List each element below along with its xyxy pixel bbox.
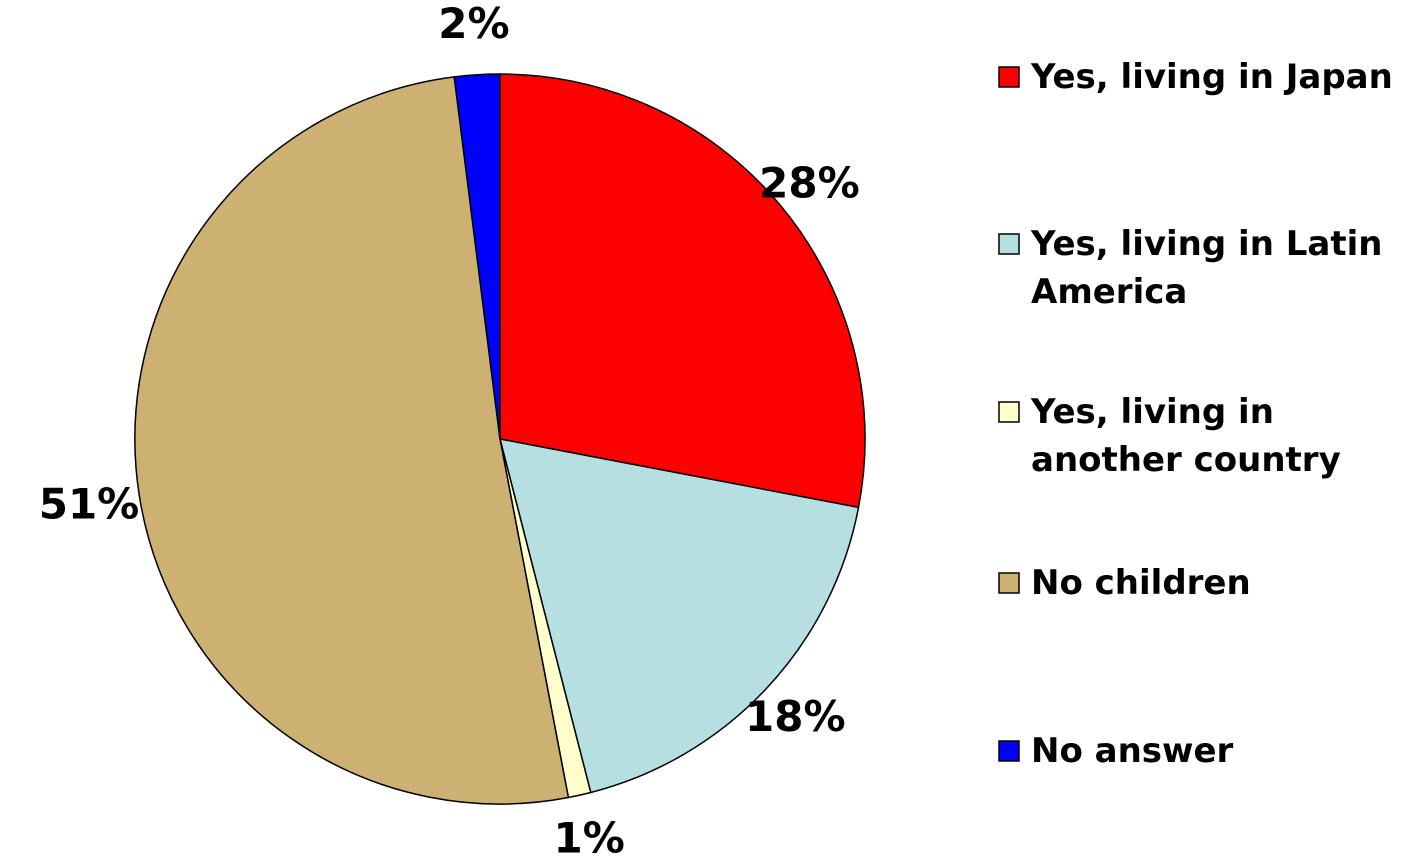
legend-label-line: another country — [1031, 440, 1341, 480]
percent-labels: 28% 18% 1% 51% 2% — [39, 0, 860, 863]
legend-swatch — [998, 66, 1020, 88]
pie-slices — [134, 73, 866, 805]
legend-swatch — [998, 572, 1020, 594]
legend-swatch — [998, 740, 1020, 762]
legend-label-line: Yes, living in — [1030, 392, 1274, 432]
legend-entry-no-answer: No answer — [998, 731, 1234, 771]
legend-label-line: No answer — [1031, 731, 1234, 771]
pie-slice-no-children — [134, 76, 570, 805]
legend-swatch — [998, 233, 1020, 255]
slice-label-yes-living-in-japan: 28% — [759, 159, 860, 208]
legend-entry-no-children: No children — [998, 563, 1251, 603]
legend-entry-yes-living-in-another-country: Yes, living in another country — [998, 392, 1341, 480]
pie-slice-yes-living-in-japan — [499, 73, 866, 509]
legend-entry-yes-living-in-japan: Yes, living in Japan — [998, 57, 1393, 97]
legend: Yes, living in Japan Yes, living in Latin… — [998, 57, 1393, 771]
legend-label-line: No children — [1031, 563, 1251, 603]
legend-label-line: Yes, living in Japan — [1030, 57, 1393, 97]
slice-label-yes-living-in-latin-america: 18% — [745, 692, 846, 741]
legend-label-line: Yes, living in Latin — [1030, 224, 1382, 264]
pie-slice-no-answer — [453, 73, 501, 440]
slice-label-no-answer: 2% — [438, 0, 509, 48]
pie-slice-yes-living-in-latin-america — [499, 438, 860, 794]
slice-label-no-children: 51% — [39, 480, 140, 529]
slice-label-yes-living-in-another-country: 1% — [554, 814, 625, 863]
legend-swatch — [998, 401, 1020, 423]
legend-entry-yes-living-in-latin-america: Yes, living in Latin America — [998, 224, 1382, 312]
legend-label-line: America — [1031, 272, 1187, 312]
